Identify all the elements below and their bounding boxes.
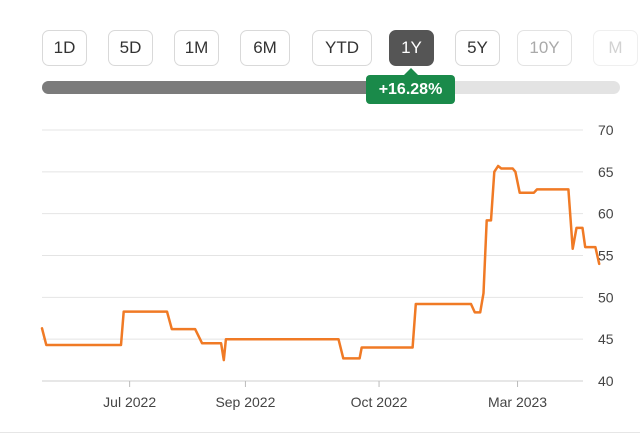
- chart-series: [40, 164, 601, 362]
- y-tick-label: 50: [598, 289, 614, 305]
- x-tick-label: Mar 2023: [488, 394, 547, 410]
- price-chart: 40 45 50 55 60 65 70 Jul 2022 Sep 2022 Oct 2022 M…: [40, 122, 614, 410]
- range-button-5d[interactable]: 5D: [108, 30, 153, 66]
- y-tick-label: 45: [598, 331, 614, 347]
- range-button-m[interactable]: M: [593, 30, 638, 66]
- y-tick-label: 40: [598, 373, 614, 389]
- y-tick-label: 65: [598, 164, 614, 180]
- chart-grid: [42, 129, 583, 382]
- x-axis: Jul 2022 Sep 2022 Oct 2022 Mar 2023: [42, 380, 583, 410]
- range-button-6m[interactable]: 6M: [240, 30, 290, 66]
- y-tick-label: 60: [598, 206, 614, 222]
- y-axis-labels: 40 45 50 55 60 65 70: [598, 122, 614, 389]
- x-tick-label: Sep 2022: [215, 394, 275, 410]
- range-button-10y[interactable]: 10Y: [517, 30, 572, 66]
- range-slider-fill: [42, 81, 377, 94]
- y-tick-label: 70: [598, 122, 614, 138]
- bottom-divider: [0, 432, 640, 433]
- range-selector: 1D 5D 1M 6M YTD 1Y 5Y 10Y M: [42, 30, 640, 68]
- x-tick-label: Oct 2022: [351, 394, 408, 410]
- range-button-ytd[interactable]: YTD: [312, 30, 372, 66]
- range-button-1d[interactable]: 1D: [42, 30, 87, 66]
- price-line: [40, 164, 601, 362]
- range-button-1m[interactable]: 1M: [174, 30, 219, 66]
- range-slider-track[interactable]: [42, 81, 620, 94]
- range-button-5y[interactable]: 5Y: [455, 30, 500, 66]
- y-tick-label: 55: [598, 248, 614, 264]
- range-button-1y[interactable]: 1Y: [389, 30, 434, 66]
- x-tick-label: Jul 2022: [103, 394, 156, 410]
- change-badge: +16.28%: [366, 68, 455, 104]
